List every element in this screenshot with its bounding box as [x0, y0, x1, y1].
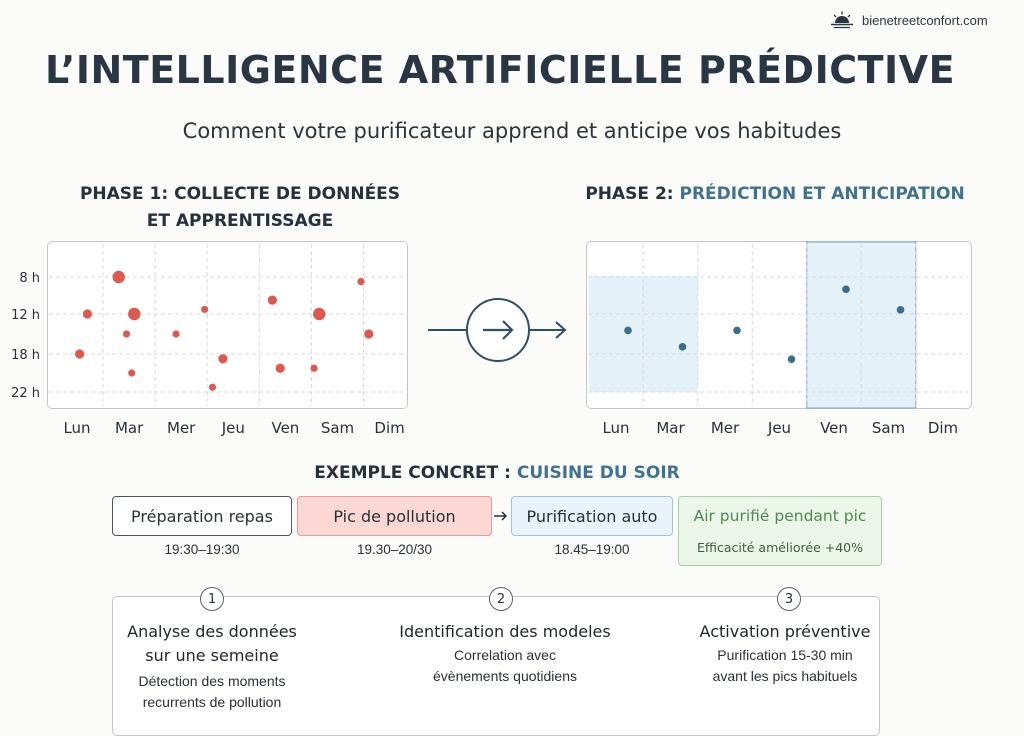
phase1-chart: 8 h 12 h 18 h 22 h Lun Mar Mer Jeu Ven Sam Dim — [11, 244, 405, 437]
hour-tick-label: 18 h — [11, 348, 40, 363]
day-tick-label: Mar — [656, 419, 685, 437]
step-number-badge: 3 — [777, 587, 801, 611]
hour-tick-label: 22 h — [11, 386, 40, 401]
phase2-title: PHASE 2: PRÉDICTION ET ANTICIPATION — [575, 181, 975, 208]
day-tick-label: Ven — [820, 419, 848, 437]
step-title: Activation préventive — [699, 622, 871, 641]
example-step-meal-prep: Préparation repas — [112, 496, 292, 536]
pollution-point — [82, 309, 93, 319]
phase2-title-highlight: PRÉDICTION ET ANTICIPATION — [679, 184, 965, 204]
example-step-label: Purification auto — [526, 506, 658, 526]
prediction-point — [678, 343, 687, 351]
phase2-day-labels: Lun Mar Mer Jeu Ven Sam Dim — [602, 419, 958, 437]
phase2-points — [624, 285, 905, 363]
step-number-badge: 2 — [489, 587, 513, 611]
step-description: Détection des moments — [138, 673, 286, 689]
step-description: Purification 15-30 min — [717, 647, 853, 663]
example-title-prefix: EXEMPLE CONCRET : — [314, 463, 517, 483]
process-steps-panel — [112, 596, 880, 736]
day-tick-label: Lun — [602, 419, 629, 437]
example-result-label: Air purifié pendant pic — [693, 507, 867, 525]
day-tick-label: Jeu — [767, 419, 791, 437]
phase2-title-prefix: PHASE 2: — [585, 184, 680, 204]
pollution-point — [208, 383, 217, 391]
arrow-right-icon — [483, 320, 514, 340]
pollution-point — [310, 364, 318, 372]
example-step-time: 18.45–19:00 — [554, 542, 630, 557]
step-description: avant les pics habituels — [712, 668, 858, 684]
day-tick-label: Jeu — [221, 419, 245, 437]
prediction-band — [588, 276, 644, 392]
step-description: recurrents de pollution — [142, 694, 282, 710]
day-tick-label: Lun — [63, 419, 90, 437]
pollution-point — [112, 270, 125, 284]
pollution-point — [364, 329, 374, 339]
pollution-point — [275, 363, 285, 373]
example-step-time: 19:30–19:30 — [164, 542, 240, 557]
pollution-point — [313, 307, 326, 321]
prediction-point — [733, 326, 741, 335]
pollution-point — [357, 278, 365, 286]
phase1-day-labels: Lun Mar Mer Jeu Ven Sam Dim — [63, 419, 404, 437]
phase1-title-line1: PHASE 1: COLLECTE DE DONNÉES — [79, 184, 401, 204]
prediction-point — [624, 326, 632, 335]
day-tick-label: Mer — [167, 419, 196, 437]
example-step-auto-purification: Purification auto — [511, 496, 673, 536]
phase1-title-line2: ET APPRENTISSAGE — [146, 211, 334, 231]
example-title: EXEMPLE CONCRET : CUISINE DU SOIR — [0, 463, 994, 483]
day-tick-label: Sam — [321, 419, 354, 437]
pollution-point — [267, 295, 277, 305]
phase2-chart: Lun Mar Mer Jeu Ven Sam Dim — [588, 241, 968, 437]
example-title-highlight: CUISINE DU SOIR — [516, 463, 680, 483]
hour-tick-label: 12 h — [11, 308, 40, 323]
day-tick-label: Sam — [872, 419, 905, 437]
phase1-hour-labels: 8 h 12 h 18 h 22 h — [11, 271, 40, 401]
example-step-time: 19.30–20/30 — [356, 542, 433, 557]
prediction-point — [787, 355, 796, 363]
pollution-point — [201, 305, 209, 313]
phase1-grid — [49, 244, 405, 406]
step-title: Identification des modeles — [399, 622, 611, 641]
sun-horizon-icon — [831, 11, 853, 29]
pollution-point — [75, 349, 85, 359]
day-tick-label: Ven — [271, 419, 299, 437]
phase1-points — [75, 270, 374, 391]
phase1-title: PHASE 1: COLLECTE DE DONNÉES ET APPRENTI… — [40, 181, 440, 235]
process-step-activation: Activation préventive Purification 15-30… — [675, 620, 895, 687]
pollution-point — [122, 330, 131, 338]
example-step-label: Préparation repas — [131, 506, 273, 526]
step-number-badge: 1 — [200, 587, 224, 611]
arrow-head-right — [555, 321, 567, 339]
prediction-point — [896, 306, 905, 314]
phase1-chart-frame — [47, 241, 408, 409]
step-title: Analyse des données — [127, 622, 297, 641]
prediction-point — [842, 285, 850, 294]
example-result-detail: Efficacité améliorée +40% — [696, 540, 864, 555]
process-step-identification: Identification des modeles Correlation a… — [385, 620, 625, 687]
pollution-point — [128, 307, 141, 321]
brand-text[interactable]: bienetreetconfort.com — [862, 12, 988, 28]
process-step-analysis: Analyse des données sur une semeine Déte… — [102, 620, 322, 713]
step-title: sur une semeine — [145, 646, 279, 665]
page-subtitle: Comment votre purificateur apprend et an… — [182, 119, 842, 143]
brand: bienetreetconfort.com — [830, 11, 988, 29]
arrow-right-icon — [494, 511, 508, 521]
example-result-card: Air purifié pendant pic Efficacité améli… — [678, 496, 882, 566]
pollution-point — [172, 330, 180, 338]
prediction-band — [643, 276, 698, 392]
phase2-grid — [588, 244, 968, 406]
example-step-pollution-peak: Pic de pollution — [297, 496, 492, 536]
phase-transition-arrow — [428, 298, 567, 362]
pollution-point — [218, 354, 228, 364]
hour-tick-label: 8 h — [19, 271, 40, 286]
pollution-point — [128, 369, 136, 377]
step-description: évènements quotidiens — [433, 668, 577, 684]
day-tick-label: Dim — [374, 419, 404, 437]
example-step-label: Pic de pollution — [333, 506, 456, 526]
step-description: Correlation avec — [454, 647, 556, 663]
day-tick-label: Dim — [928, 419, 958, 437]
day-tick-label: Mer — [711, 419, 740, 437]
page-title: L’INTELLIGENCE ARTIFICIELLE PRÉDICTIVE — [44, 48, 956, 92]
day-tick-label: Mar — [115, 419, 144, 437]
